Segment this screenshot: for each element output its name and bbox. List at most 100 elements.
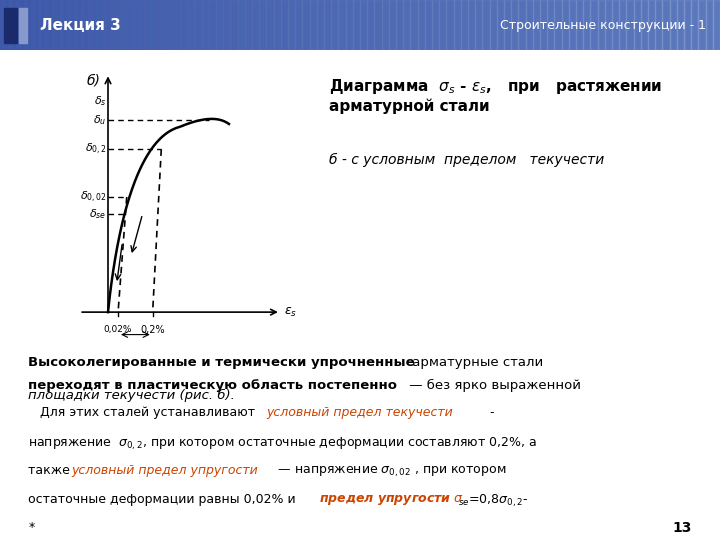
Bar [295,0,302,50]
Text: -: - [486,406,495,419]
Bar [518,0,526,50]
Text: Диаграмма  $\sigma_s$ - $\varepsilon_s$,   при   растяжении
арматурной стали: Диаграмма $\sigma_s$ - $\varepsilon_s$, … [330,77,662,114]
Bar [698,0,706,50]
Bar [202,0,209,50]
Text: условный предел упругости: условный предел упругости [71,464,258,477]
Bar [0,0,7,50]
Bar [331,0,338,50]
Bar [677,0,684,50]
Text: 0,2%: 0,2% [140,325,165,335]
Bar [158,0,166,50]
Bar [504,0,511,50]
Text: также: также [28,464,74,477]
Text: $\delta_{0,2}$: $\delta_{0,2}$ [85,141,107,157]
Text: 0,02%: 0,02% [104,325,132,334]
Bar [367,0,374,50]
Bar [353,0,360,50]
Bar [374,0,382,50]
Text: *: * [28,522,35,535]
Bar [713,0,720,50]
Bar [317,0,324,50]
Bar [281,0,288,50]
Bar [511,0,518,50]
Bar [122,0,130,50]
Bar [94,0,101,50]
Text: переходят в пластическую область постепенно: переходят в пластическую область постепе… [28,379,397,392]
Bar [562,0,569,50]
Bar [533,0,540,50]
Bar [338,0,346,50]
Bar [14,0,22,50]
Bar [360,0,367,50]
Bar [432,0,439,50]
Bar [497,0,504,50]
Bar [173,0,180,50]
Bar [101,0,108,50]
Bar [598,0,605,50]
Text: остаточные деформации равны 0,02% и: остаточные деформации равны 0,02% и [28,493,300,506]
Bar [209,0,216,50]
Bar [65,0,72,50]
Text: — напряжение $\sigma_{0,02}$ , при котором: — напряжение $\sigma_{0,02}$ , при котор… [274,464,506,478]
Bar [410,0,418,50]
Bar [43,0,50,50]
Text: площадки текучести (рис. б).: площадки текучести (рис. б). [28,389,235,402]
Bar [662,0,670,50]
Bar [130,0,137,50]
Bar [670,0,677,50]
Bar [22,0,29,50]
Bar [151,0,158,50]
Bar [238,0,245,50]
Bar [454,0,461,50]
Bar [382,0,389,50]
Bar [266,0,274,50]
Bar [310,0,317,50]
Text: $\delta_{se}$: $\delta_{se}$ [89,207,107,221]
Bar [648,0,655,50]
Bar [655,0,662,50]
Bar [144,0,151,50]
Bar [526,0,533,50]
Bar [79,0,86,50]
Bar [58,0,65,50]
Bar [482,0,490,50]
Bar [475,0,482,50]
Bar [583,0,590,50]
Bar [619,0,626,50]
Bar [259,0,266,50]
Text: $\delta_u$: $\delta_u$ [93,113,107,127]
Text: — без ярко выраженной: — без ярко выраженной [405,379,581,392]
Bar [389,0,396,50]
Bar [108,0,115,50]
Bar [288,0,295,50]
Text: $\delta_s$: $\delta_s$ [94,94,107,109]
Bar [569,0,576,50]
Bar [72,0,79,50]
Bar [223,0,230,50]
Bar [612,0,619,50]
Bar [29,0,36,50]
Bar [468,0,475,50]
Bar [590,0,598,50]
Text: 13: 13 [672,522,692,536]
Text: б): б) [86,73,101,87]
Text: Для этих сталей устанавливают: Для этих сталей устанавливают [28,406,259,419]
Text: б - с условным  пределом   текучести: б - с условным пределом текучести [330,152,605,167]
Bar [461,0,468,50]
Bar [439,0,446,50]
Text: $\delta_{0,02}$: $\delta_{0,02}$ [80,190,107,205]
Bar [605,0,612,50]
Text: условный предел текучести: условный предел текучести [266,406,454,419]
Bar [403,0,410,50]
Bar [187,0,194,50]
Bar [7,0,14,50]
Bar [346,0,353,50]
Text: $_{se}$=0,8$\sigma_{0,2}$-: $_{se}$=0,8$\sigma_{0,2}$- [458,493,528,509]
Bar [4,8,17,43]
Bar [302,0,310,50]
Bar [396,0,403,50]
Bar [194,0,202,50]
Bar [554,0,562,50]
Bar [115,0,122,50]
Bar [691,0,698,50]
